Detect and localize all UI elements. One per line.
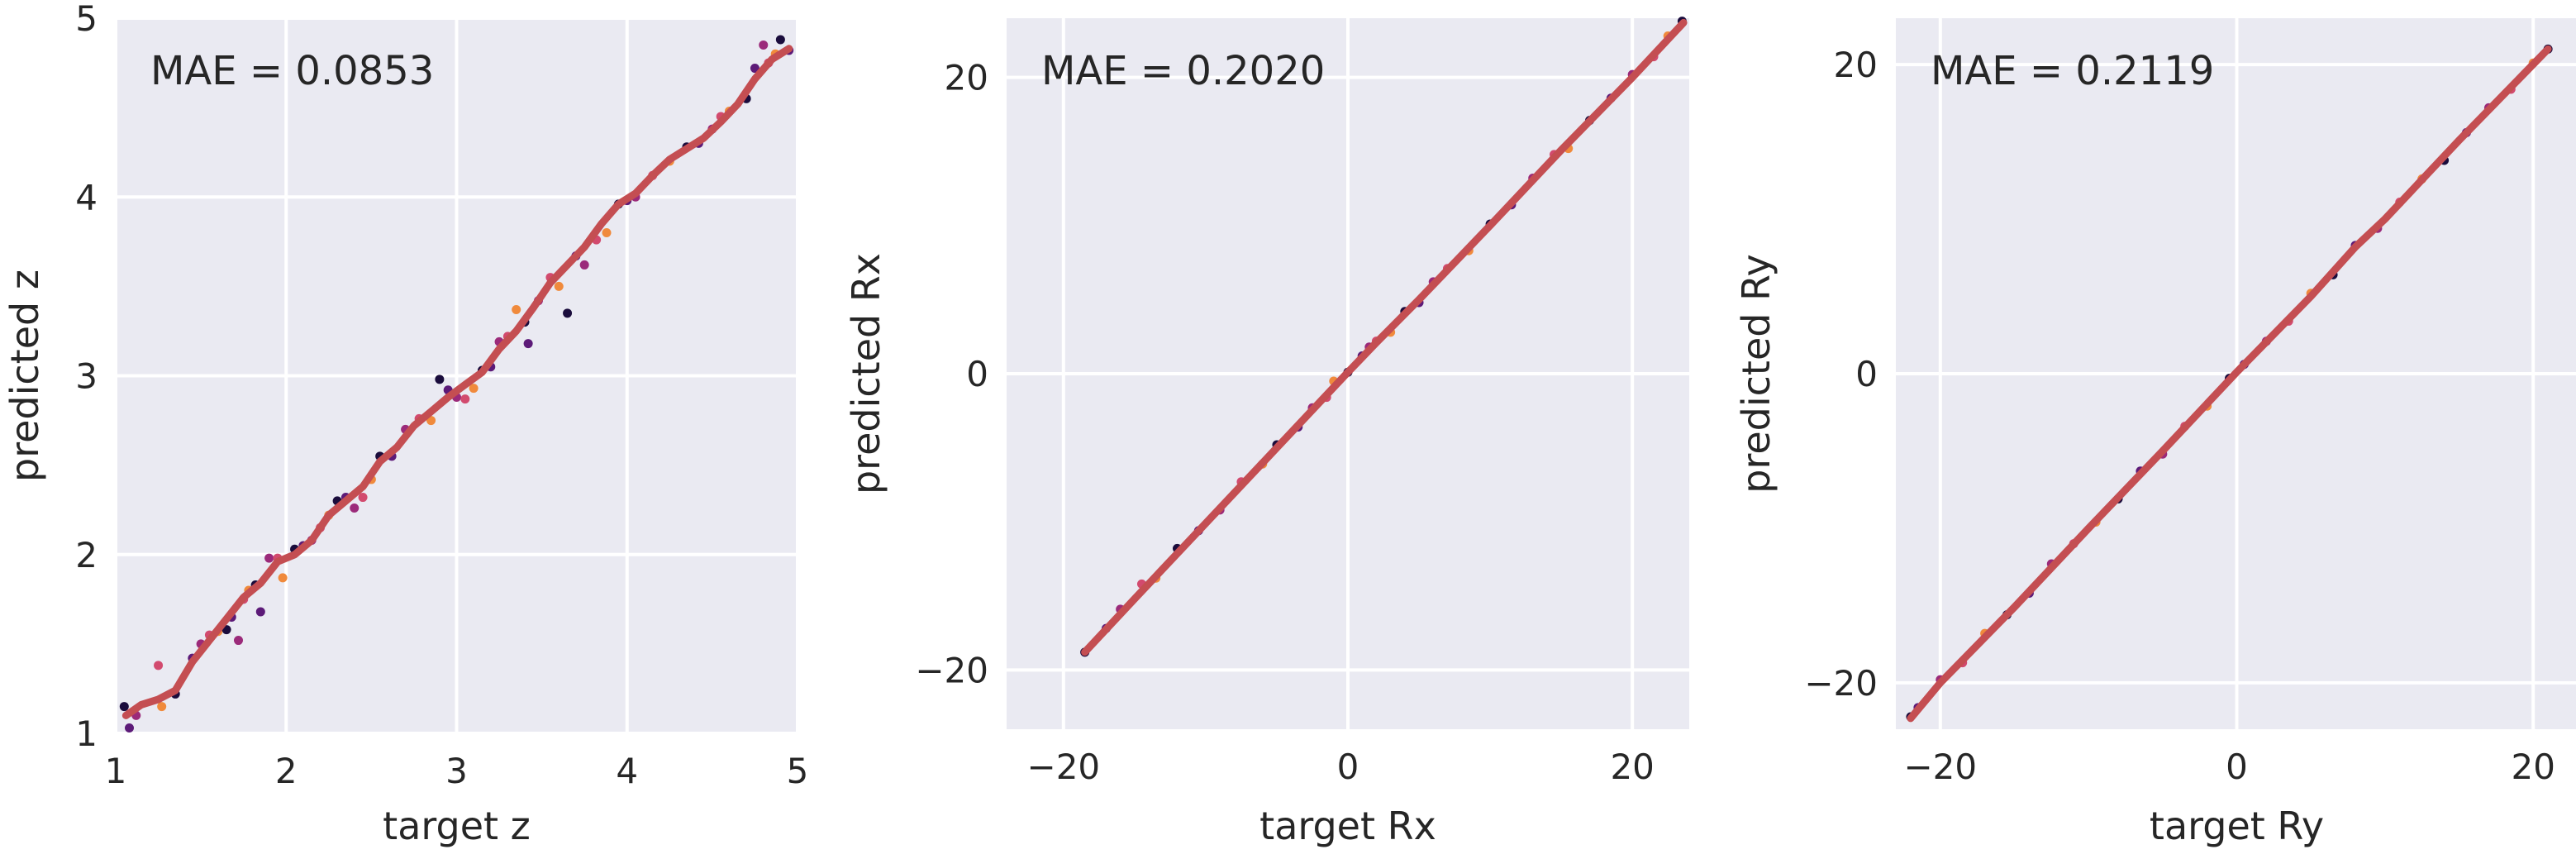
y-tick-label: 20 [1834, 45, 1878, 85]
x-tick-label: −20 [1027, 747, 1101, 787]
y-axis-label: predicted Rx [844, 253, 888, 494]
data-point [350, 503, 359, 513]
data-point [125, 723, 134, 733]
trend-line [121, 45, 793, 719]
x-tick-label: 4 [616, 751, 638, 791]
mae-annotation: MAE = 0.2020 [1041, 48, 1325, 94]
data-point [750, 64, 759, 74]
y-tick-label: −20 [1804, 663, 1878, 704]
data-point [554, 281, 564, 291]
data-point [119, 702, 129, 712]
y-tick-label: 2 [75, 535, 98, 575]
x-tick-label: −20 [1903, 747, 1977, 787]
data-point [278, 573, 288, 583]
trend-line [1907, 45, 2552, 723]
x-tick-label: 20 [1610, 747, 1654, 787]
x-tick-label: 20 [2511, 747, 2555, 787]
y-tick-label: −20 [915, 650, 988, 690]
y-tick-label: 0 [966, 354, 988, 394]
data-point [602, 228, 612, 237]
data-point [157, 702, 167, 712]
data-point [154, 661, 164, 670]
panel-target-ry: −20 0 20 −20 0 20 MAE = 0.2119 target Ry predict… [1734, 18, 2576, 848]
panel-target-z: 1 2 3 4 5 1 2 3 4 5 MAE = 0.0853 target z predicted … [2, 0, 808, 848]
trend-line [1081, 18, 1688, 656]
data-point [563, 308, 573, 318]
y-tick-label: 1 [75, 713, 98, 754]
data-point [759, 40, 769, 50]
x-tick-label: 0 [2226, 747, 2248, 787]
y-axis-label: predicted Ry [1734, 254, 1778, 494]
data-point [469, 384, 479, 394]
x-axis-label: target Rx [1259, 804, 1436, 848]
y-tick-label: 0 [1855, 354, 1878, 394]
x-axis-label: target Ry [2150, 804, 2324, 848]
x-tick-label: 3 [445, 751, 468, 791]
data-point [523, 339, 533, 349]
data-point [255, 607, 265, 617]
y-tick-label: 3 [75, 356, 98, 397]
x-tick-label: 1 [105, 751, 127, 791]
y-tick-label: 5 [75, 0, 98, 39]
y-tick-label: 20 [945, 58, 988, 98]
data-point [579, 260, 589, 270]
y-tick-label: 4 [75, 177, 98, 217]
data-point [775, 35, 785, 45]
x-axis-label: target z [383, 804, 531, 848]
data-point [512, 304, 521, 314]
panel-target-rx: −20 0 20 −20 0 20 MAE = 0.2020 target Rx predict… [844, 17, 1689, 848]
data-point [358, 493, 368, 503]
data-point [234, 636, 243, 646]
x-tick-label: 5 [787, 751, 809, 791]
mae-annotation: MAE = 0.2119 [1931, 48, 2214, 94]
data-point [264, 553, 274, 563]
x-tick-label: 2 [275, 751, 298, 791]
data-point [435, 375, 445, 384]
y-axis-label: predicted z [2, 270, 47, 482]
data-point [460, 394, 470, 404]
mae-annotation: MAE = 0.0853 [150, 48, 434, 94]
x-tick-label: 0 [1337, 747, 1359, 787]
